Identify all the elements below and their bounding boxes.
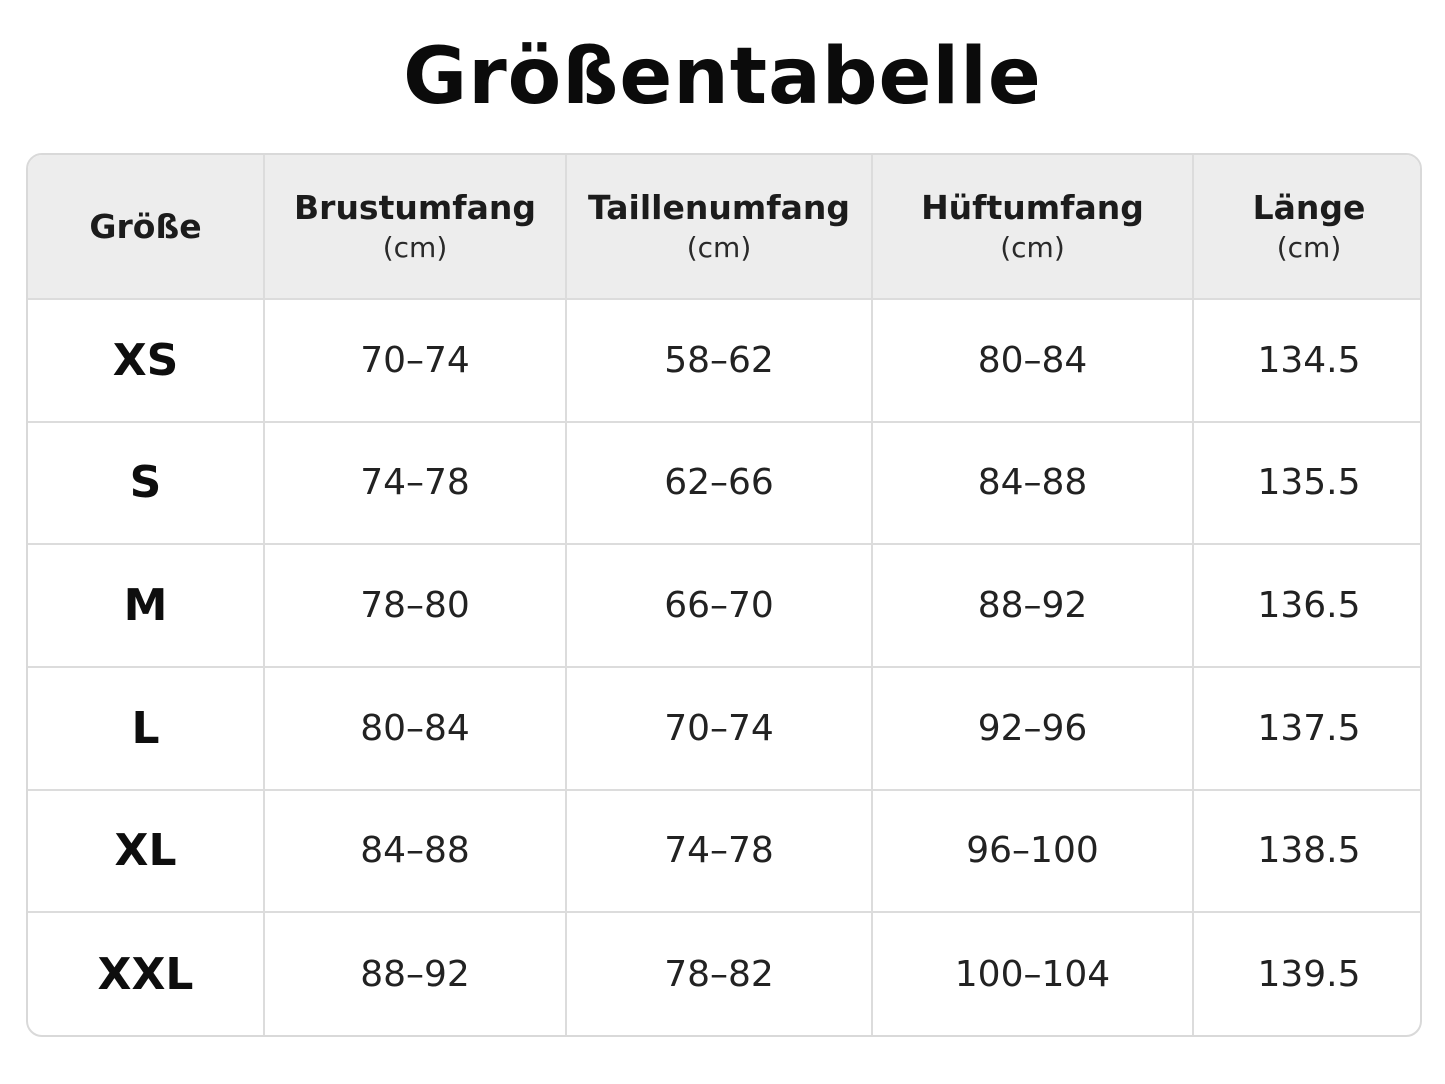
- brustumfang-cell: 80–84: [264, 666, 567, 791]
- laenge-cell: 134.5: [1193, 299, 1420, 423]
- page-title: Größentabelle: [403, 32, 1042, 122]
- size-cell: XXL: [28, 912, 265, 1035]
- hueftumfang-cell: 80–84: [872, 299, 1194, 423]
- hueftumfang-cell: 92–96: [872, 666, 1194, 791]
- column-header-laenge: Länge (cm): [1193, 155, 1420, 300]
- column-header-brustumfang: Brustumfang (cm): [264, 155, 567, 300]
- column-header-hueftumfang: Hüftumfang (cm): [872, 155, 1194, 300]
- column-header-unit: (cm): [1000, 230, 1065, 264]
- hueftumfang-cell: 96–100: [872, 789, 1194, 914]
- laenge-cell: 136.5: [1193, 544, 1420, 668]
- column-header-unit: (cm): [382, 230, 448, 264]
- column-header-unit: (cm): [686, 230, 752, 264]
- taillenumfang-cell: 62–66: [566, 421, 873, 546]
- hueftumfang-cell: 84–88: [872, 421, 1194, 546]
- laenge-cell: 138.5: [1193, 789, 1420, 914]
- taillenumfang-cell: 58–62: [566, 299, 873, 423]
- column-header-label: Brustumfang: [294, 187, 536, 227]
- brustumfang-cell: 74–78: [264, 421, 567, 546]
- brustumfang-cell: 84–88: [264, 789, 567, 914]
- header-row: Größe Brustumfang (cm) Taillenumfang (cm…: [28, 155, 1420, 300]
- column-header-label: Taillenumfang: [588, 187, 850, 227]
- size-cell: L: [28, 666, 265, 791]
- brustumfang-cell: 78–80: [264, 544, 567, 668]
- table-row: XL 84–88 74–78 96–100 138.5: [28, 789, 1420, 914]
- column-header-label: Größe: [89, 206, 202, 246]
- table-row: L 80–84 70–74 92–96 137.5: [28, 666, 1420, 791]
- taillenumfang-cell: 66–70: [566, 544, 873, 668]
- table-header: Größe Brustumfang (cm) Taillenumfang (cm…: [28, 155, 1420, 300]
- table-body: XS 70–74 58–62 80–84 134.5 S 74–78 62–66…: [28, 299, 1420, 1035]
- hueftumfang-cell: 100–104: [872, 912, 1194, 1035]
- size-chart-table: Größe Brustumfang (cm) Taillenumfang (cm…: [26, 153, 1422, 1037]
- brustumfang-cell: 70–74: [264, 299, 567, 423]
- column-header-taillenumfang: Taillenumfang (cm): [566, 155, 873, 300]
- brustumfang-cell: 88–92: [264, 912, 567, 1035]
- column-header-label: Hüftumfang: [921, 187, 1144, 227]
- size-table: Größe Brustumfang (cm) Taillenumfang (cm…: [28, 155, 1420, 1035]
- size-cell: M: [28, 544, 265, 668]
- laenge-cell: 135.5: [1193, 421, 1420, 546]
- hueftumfang-cell: 88–92: [872, 544, 1194, 668]
- size-cell: S: [28, 421, 265, 546]
- laenge-cell: 139.5: [1257, 953, 1361, 995]
- column-header-unit: (cm): [1276, 230, 1342, 264]
- table-row: M 78–80 66–70 88–92 136.5: [28, 544, 1420, 668]
- taillenumfang-cell: 74–78: [566, 789, 873, 914]
- taillenumfang-cell: 70–74: [566, 666, 873, 791]
- table-row: S 74–78 62–66 84–88 135.5: [28, 421, 1420, 546]
- taillenumfang-cell: 78–82: [566, 912, 873, 1035]
- column-header-groesse: Größe: [28, 155, 265, 300]
- table-row: XXL 88–92 78–82 100–104 139.5: [28, 912, 1420, 1035]
- column-header-label: Länge: [1252, 187, 1366, 227]
- table-row: XS 70–74 58–62 80–84 134.5: [28, 299, 1420, 423]
- laenge-cell: 137.5: [1193, 666, 1420, 791]
- size-cell: XL: [28, 789, 265, 914]
- size-cell: XS: [28, 299, 265, 423]
